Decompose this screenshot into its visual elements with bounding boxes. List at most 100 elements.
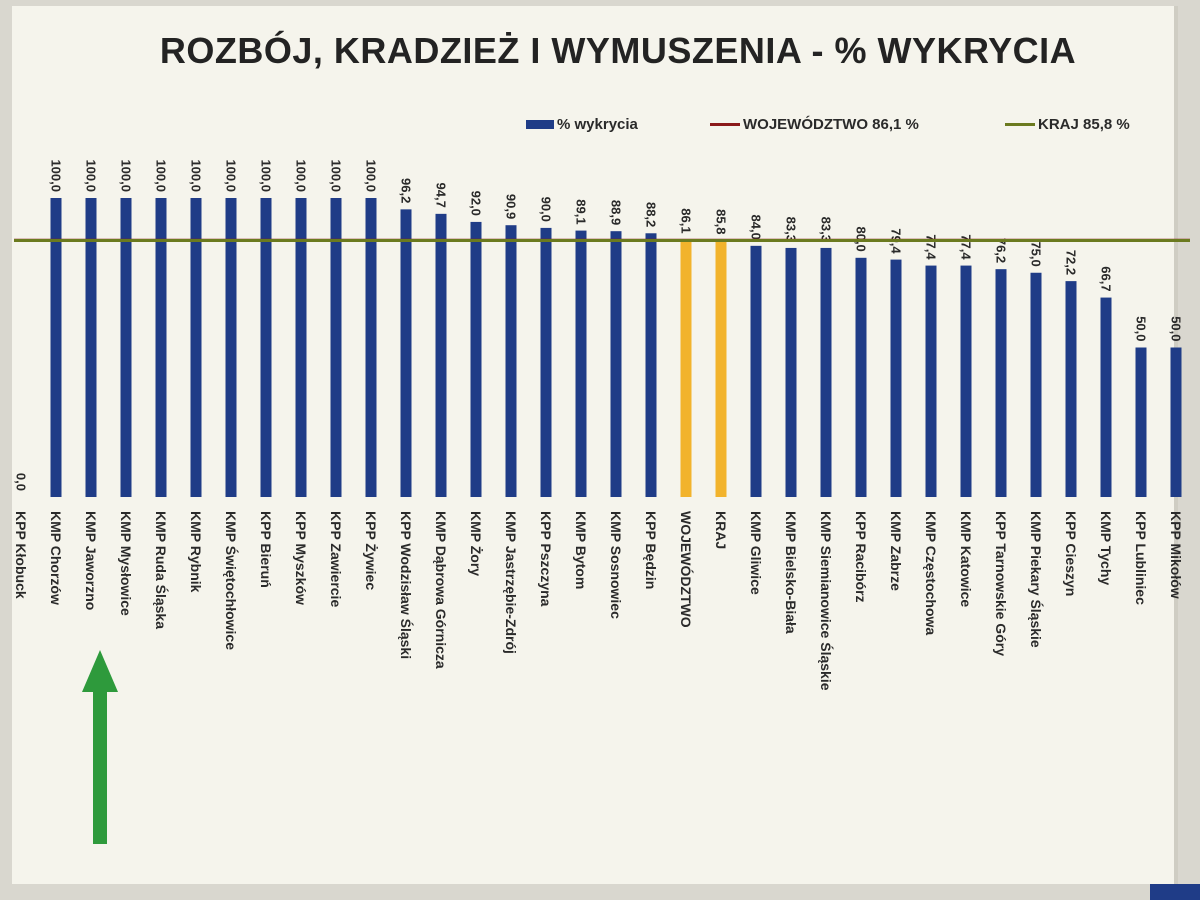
data-label-0: 0,0 (14, 473, 29, 491)
data-label-21: 84,0 (749, 215, 764, 240)
category-label-2: KMP Jaworzno (83, 511, 99, 610)
legend-swatch-bar (526, 120, 554, 129)
category-label-3: KMP Mysłowice (118, 511, 134, 616)
bar-4 (155, 198, 167, 497)
legend-label-wojewodztwo: WOJEWÓDZTWO 86,1 % (743, 116, 919, 133)
category-label-25: KMP Zabrze (888, 511, 904, 591)
legend-label-wykrycia: % wykrycia (557, 116, 638, 133)
category-label-10: KPP Żywiec (363, 511, 379, 590)
bar-21 (750, 245, 762, 497)
bar-10 (365, 198, 377, 497)
category-label-17: KMP Sosnowiec (608, 511, 624, 619)
category-label-29: KMP Piekary Śląskie (1028, 511, 1045, 648)
bar-31 (1100, 297, 1112, 497)
data-label-20: 85,8 (714, 209, 729, 234)
category-label-1: KMP Chorzów (48, 511, 64, 605)
bar-9 (330, 198, 342, 497)
bar-6 (225, 198, 237, 497)
bar-2 (85, 198, 97, 497)
category-label-23: KMP Siemianowice Śląskie (818, 511, 835, 691)
bar-32 (1135, 347, 1147, 497)
bar-16 (575, 230, 587, 497)
legend-label-kraj: KRAJ 85,8 % (1038, 116, 1130, 133)
data-label-19: 86,1 (679, 208, 694, 233)
category-label-33: KPP Mikołów (1168, 511, 1184, 599)
category-label-8: KPP Myszków (293, 511, 309, 605)
legend-swatch-kraj-line (1005, 123, 1035, 126)
bar-1 (50, 198, 62, 497)
bar-20 (715, 240, 727, 497)
category-label-27: KMP Katowice (958, 511, 974, 607)
category-label-16: KMP Bytom (573, 511, 589, 589)
bar-29 (1030, 272, 1042, 497)
data-label-28: 76,2 (994, 238, 1009, 263)
category-label-26: KMP Częstochowa (923, 511, 939, 635)
data-label-1: 100,0 (49, 159, 64, 192)
category-label-20: KRAJ (713, 511, 729, 549)
bar-22 (785, 247, 797, 497)
bar-27 (960, 265, 972, 497)
bar-25 (890, 259, 902, 497)
category-label-15: KPP Pszczyna (538, 511, 554, 607)
data-label-22: 83,3 (784, 217, 799, 242)
bar-17 (610, 231, 622, 497)
bar-7 (260, 198, 272, 497)
chart-title: ROZBÓJ, KRADZIEŻ I WYMUSZENIA - % WYKRYC… (159, 30, 1077, 71)
bar-24 (855, 257, 867, 497)
data-label-18: 88,2 (644, 202, 659, 227)
chart-panel (12, 6, 1178, 884)
data-label-10: 100,0 (364, 159, 379, 192)
data-label-12: 94,7 (434, 183, 449, 208)
bar-30 (1065, 281, 1077, 497)
bar-15 (540, 227, 552, 497)
data-label-32: 50,0 (1134, 316, 1149, 341)
data-label-31: 66,7 (1099, 266, 1114, 291)
bar-11 (400, 209, 412, 497)
category-label-11: KPP Wodzisław Śląski (398, 511, 415, 659)
bar-13 (470, 221, 482, 498)
category-label-19: WOJEWÓDZTWO (678, 511, 695, 628)
data-label-16: 89,1 (574, 199, 589, 224)
bar-26 (925, 265, 937, 497)
category-label-13: KMP Żory (468, 511, 484, 576)
data-label-30: 72,2 (1064, 250, 1079, 275)
data-label-23: 83,3 (819, 217, 834, 242)
green-up-arrow-icon (82, 650, 118, 844)
data-label-3: 100,0 (119, 159, 134, 192)
data-label-7: 100,0 (259, 159, 274, 192)
data-label-4: 100,0 (154, 159, 169, 192)
screen-edge-strip (1150, 884, 1200, 900)
legend-item-wojewodztwo: WOJEWÓDZTWO 86,1 % (710, 116, 919, 133)
category-label-4: KMP Ruda Śląska (153, 511, 170, 629)
data-label-33: 50,0 (1169, 316, 1184, 341)
category-label-5: KMP Rybnik (188, 511, 204, 593)
category-label-12: KMP Dąbrowa Górnicza (433, 511, 449, 669)
bar-3 (120, 198, 132, 497)
category-label-28: KPP Tarnowskie Góry (993, 511, 1009, 656)
category-label-7: KPP Bieruń (258, 511, 274, 588)
data-label-9: 100,0 (329, 159, 344, 192)
category-label-30: KPP Cieszyn (1063, 511, 1079, 596)
category-label-32: KPP Lubliniec (1133, 511, 1149, 605)
legend-item-kraj: KRAJ 85,8 % (1005, 116, 1130, 133)
bar-23 (820, 247, 832, 497)
data-label-29: 75,0 (1029, 241, 1044, 266)
category-label-31: KMP Tychy (1098, 511, 1114, 585)
data-label-13: 92,0 (469, 191, 484, 216)
bar-18 (645, 233, 657, 498)
bar-8 (295, 198, 307, 497)
legend-swatch-woj-line (710, 123, 740, 126)
category-label-6: KMP Świętochłowice (223, 511, 240, 650)
data-label-2: 100,0 (84, 159, 99, 192)
bar-14 (505, 225, 517, 498)
category-label-21: KMP Gliwice (748, 511, 764, 595)
data-label-27: 77,4 (959, 234, 974, 260)
data-label-8: 100,0 (294, 159, 309, 192)
legend-item-wykrycia: % wykrycia (526, 116, 638, 133)
data-label-6: 100,0 (224, 159, 239, 192)
bar-5 (190, 198, 202, 497)
data-label-5: 100,0 (189, 159, 204, 192)
category-label-9: KPP Zawiercie (328, 511, 344, 607)
bar-33 (1170, 347, 1182, 497)
